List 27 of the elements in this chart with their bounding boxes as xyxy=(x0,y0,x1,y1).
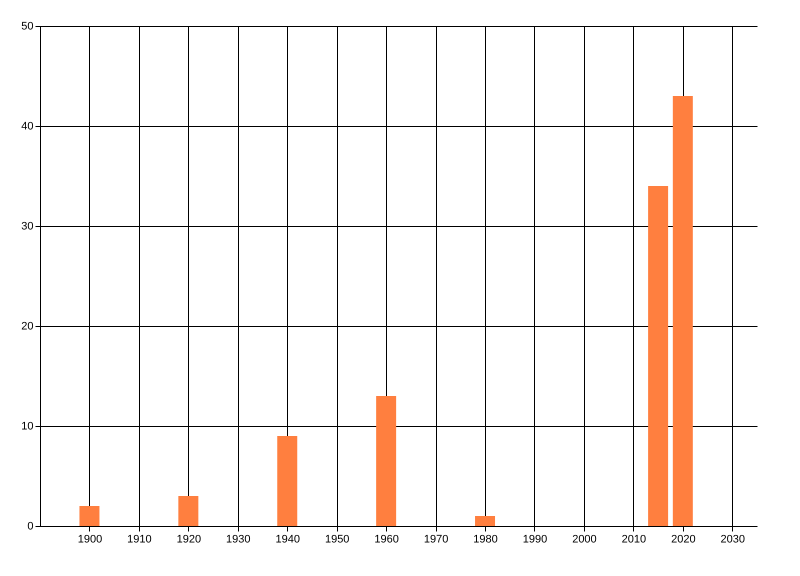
x-tick-label: 1960 xyxy=(374,534,399,546)
x-tick-label: 2000 xyxy=(572,534,597,546)
y-tick-label: 50 xyxy=(21,20,34,32)
x-tick-label: 1920 xyxy=(176,534,202,546)
y-tick-label: 10 xyxy=(21,420,34,432)
x-tick-label: 1900 xyxy=(78,534,102,546)
bar xyxy=(178,496,198,526)
x-tick-label: 1930 xyxy=(226,534,251,546)
bar xyxy=(648,186,668,526)
x-tick-label: 1940 xyxy=(276,534,300,546)
x-tick-label: 2030 xyxy=(720,534,746,546)
x-tick-label: 1980 xyxy=(473,534,498,546)
bar xyxy=(475,516,496,526)
x-tick-label: 2020 xyxy=(671,534,696,546)
y-tick-label: 0 xyxy=(27,520,34,532)
bar xyxy=(277,436,298,526)
x-tick-label: 1950 xyxy=(324,534,350,546)
y-tick-label: 40 xyxy=(21,120,34,132)
bar xyxy=(79,506,100,526)
y-tick-label: 20 xyxy=(21,320,34,332)
x-tick-label: 2010 xyxy=(622,534,646,546)
bar xyxy=(672,96,693,526)
x-tick-label: 1910 xyxy=(127,534,152,546)
y-tick-label: 30 xyxy=(21,220,34,232)
bar xyxy=(376,396,396,526)
x-tick-label: 1970 xyxy=(424,534,448,546)
x-tick-label: 1990 xyxy=(522,534,548,546)
